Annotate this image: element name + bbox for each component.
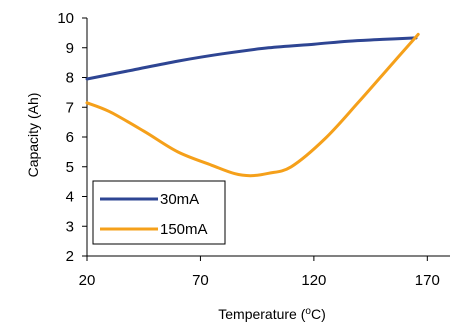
x-axis-title-main: Temperature ( [218, 306, 305, 322]
x-tick-label-1: 70 [192, 272, 209, 289]
y-tick-label-2: 4 [66, 189, 74, 206]
series-group [85, 32, 420, 178]
x-ticks: 20 70 120 170 [79, 256, 440, 289]
plot-area: 2 3 4 5 6 7 8 9 10 20 70 120 170 [57, 10, 450, 289]
y-tick-label-4: 6 [66, 129, 74, 146]
x-axis-title: Temperature (oC) [218, 306, 326, 323]
y-tick-label-8: 10 [57, 10, 74, 27]
legend: 30mA 150mA [92, 180, 226, 245]
legend-label-150mA: 150mA [160, 221, 208, 238]
y-tick-label-3: 5 [66, 159, 74, 176]
y-tick-label-5: 7 [66, 99, 74, 116]
series-line-150mA [85, 32, 420, 178]
y-axis-title: Capacity (Ah) [25, 93, 41, 178]
legend-box [92, 180, 226, 245]
x-axis-title-unit: C) [311, 306, 326, 322]
x-axis-title-sup: o [305, 306, 311, 317]
y-tick-label-6: 8 [66, 70, 74, 87]
x-tick-label-3: 170 [415, 272, 440, 289]
y-tick-label-7: 9 [66, 40, 74, 57]
x-tick-label-2: 120 [301, 272, 326, 289]
y-tick-label-0: 2 [66, 248, 74, 265]
legend-items: 30mA 150mA [100, 191, 208, 238]
legend-label-30mA: 30mA [160, 191, 199, 208]
y-ticks: 2 3 4 5 6 7 8 9 10 [57, 10, 87, 265]
y-tick-label-1: 3 [66, 218, 74, 235]
series-line-30mA [85, 36, 418, 81]
x-tick-label-0: 20 [79, 272, 96, 289]
